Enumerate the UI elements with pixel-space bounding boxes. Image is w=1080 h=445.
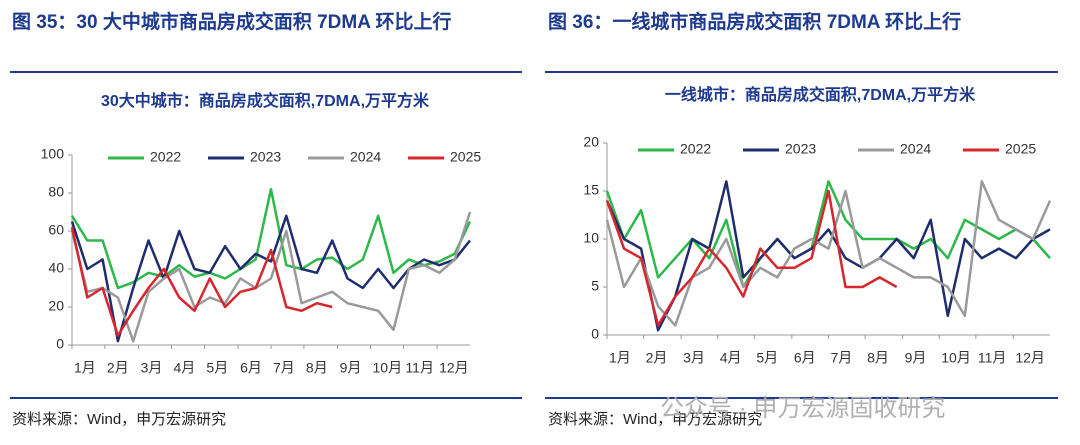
rule [10, 71, 522, 73]
y-tick-label: 15 [583, 182, 599, 198]
x-tick-label: 3月 [141, 360, 163, 376]
x-tick-label: 11月 [405, 360, 434, 376]
series-line [70, 211, 472, 343]
y-tick-label: 20 [48, 298, 64, 314]
x-tick-label: 7月 [831, 350, 853, 366]
legend-label: 2025 [1005, 141, 1036, 157]
x-tick-label: 6月 [240, 360, 262, 376]
y-tick-label: 40 [48, 260, 64, 276]
y-tick-label: 80 [48, 184, 64, 200]
x-tick-label: 11月 [978, 350, 1007, 366]
legend-label: 2023 [785, 141, 816, 157]
watermark: 公众号 · 申万宏源固收研究 [660, 395, 946, 422]
legend-label: 2022 [680, 141, 711, 157]
series-line [605, 189, 898, 327]
legend-label: 2024 [350, 149, 381, 165]
x-tick-label: 2月 [107, 360, 129, 376]
rule [10, 397, 522, 399]
y-tick-label: 100 [41, 146, 65, 162]
x-tick-label: 8月 [867, 350, 889, 366]
x-tick-label: 1月 [74, 360, 96, 376]
y-tick-label: 5 [591, 278, 599, 294]
x-tick-label: 4月 [720, 350, 742, 366]
x-tick-label: 1月 [609, 350, 631, 366]
x-tick-label: 12月 [439, 360, 469, 376]
x-tick-label: 6月 [794, 350, 816, 366]
legend-label: 2024 [900, 141, 931, 157]
x-tick-label: 5月 [206, 360, 228, 376]
x-tick-label: 4月 [174, 360, 196, 376]
x-tick-label: 12月 [1015, 350, 1045, 366]
legend-label: 2023 [250, 149, 281, 165]
series-line [605, 180, 1051, 332]
x-tick-label: 9月 [905, 350, 927, 366]
series-line [605, 180, 1052, 327]
y-tick-label: 60 [48, 222, 64, 238]
y-tick-label: 20 [583, 134, 599, 150]
series-line [70, 226, 333, 337]
source: 资料来源：Wind，申万宏源研究 [12, 411, 227, 428]
y-tick-label: 0 [591, 326, 599, 342]
legend-label: 2022 [150, 149, 181, 165]
x-tick-label: 8月 [306, 360, 328, 376]
chart: 0 5 10 15 20 1月 2月 3月 4月 5月 6月 7月 8月 9月 10月 11月 12月 2022 2… [583, 134, 1052, 366]
x-tick-label: 3月 [683, 350, 705, 366]
x-tick-label: 10月 [373, 360, 403, 376]
series-line [70, 214, 471, 343]
x-tick-label: 2月 [646, 350, 668, 366]
y-tick-label: 0 [56, 336, 64, 352]
x-tick-label: 5月 [756, 350, 778, 366]
rule [545, 71, 1058, 73]
chart-title: 一线城市：商品房成交面积,7DMA,万平方米 [664, 87, 976, 104]
series-line [70, 187, 472, 290]
source: 资料来源：Wind，申万宏源研究 [548, 411, 763, 428]
chart-title: 30大中城市：商品房成交面积,7DMA,万平方米 [100, 93, 430, 110]
panel-title: 图 35：30 大中城市商品房成交面积 7DMA 环比上行 [12, 12, 452, 33]
rule [545, 397, 1058, 399]
legend-label: 2025 [450, 149, 481, 165]
chart: 0 20 40 60 80 100 1月 2月 3月 4月 5月 6月 7月 8月 9月 10月 11月 12月 2… [41, 146, 482, 376]
x-tick-label: 9月 [340, 360, 362, 376]
x-tick-label: 10月 [941, 350, 971, 366]
panel-title: 图 36：一线城市商品房成交面积 7DMA 环比上行 [548, 12, 962, 33]
x-tick-label: 7月 [273, 360, 295, 376]
y-tick-label: 10 [583, 230, 599, 246]
